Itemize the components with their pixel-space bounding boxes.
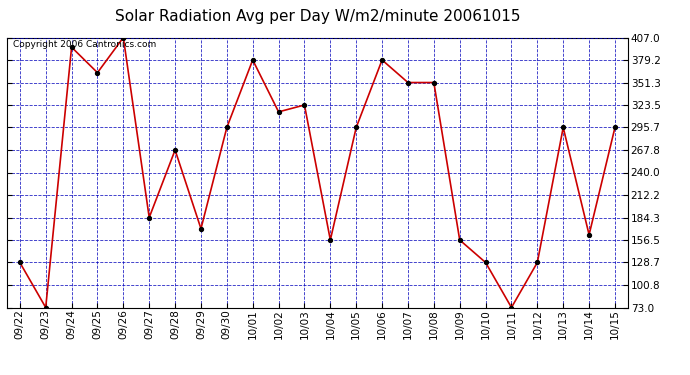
Point <box>377 57 388 63</box>
Point <box>506 304 517 310</box>
Point <box>480 260 491 266</box>
Point <box>144 214 155 220</box>
Point <box>14 260 26 266</box>
Point <box>325 237 336 243</box>
Point <box>195 226 206 232</box>
Text: Copyright 2006 Cantronics.com: Copyright 2006 Cantronics.com <box>13 40 157 49</box>
Point <box>402 80 413 86</box>
Point <box>609 124 620 130</box>
Point <box>170 147 181 153</box>
Point <box>584 232 595 238</box>
Point <box>299 102 310 108</box>
Point <box>428 80 440 86</box>
Point <box>247 57 258 63</box>
Point <box>454 237 465 243</box>
Point <box>558 124 569 130</box>
Point <box>118 34 129 40</box>
Point <box>532 260 543 266</box>
Point <box>66 44 77 50</box>
Point <box>351 124 362 130</box>
Text: Solar Radiation Avg per Day W/m2/minute 20061015: Solar Radiation Avg per Day W/m2/minute … <box>115 9 520 24</box>
Point <box>40 304 51 310</box>
Point <box>221 124 233 130</box>
Point <box>92 70 103 76</box>
Point <box>273 109 284 115</box>
